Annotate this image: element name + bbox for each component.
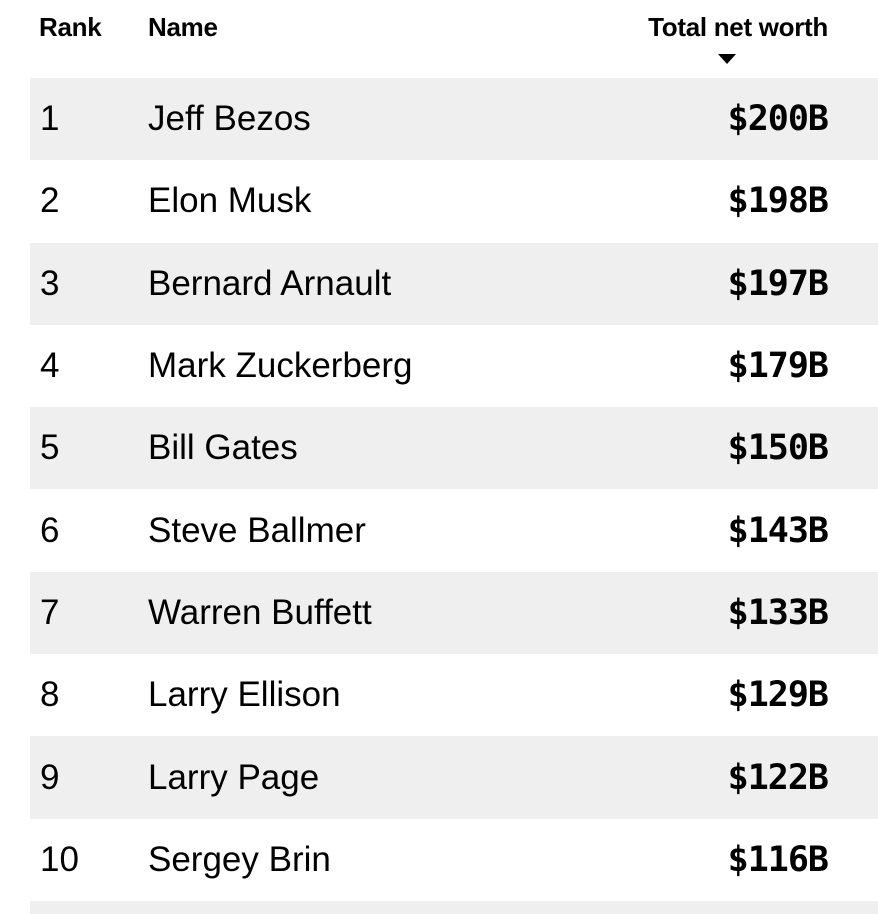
name-cell: Bernard Arnault bbox=[148, 263, 392, 303]
table-row: 9 Larry Page $122B bbox=[30, 736, 878, 819]
rank-cell: 4 bbox=[40, 346, 60, 386]
rank-cell: 5 bbox=[40, 428, 60, 468]
rank-cell: 10 bbox=[40, 839, 79, 879]
caret-down-icon[interactable] bbox=[718, 54, 736, 64]
net-worth-cell: $150B bbox=[727, 428, 829, 469]
table-row: 7 Warren Buffett $133B bbox=[30, 571, 878, 655]
net-worth-cell: $133B bbox=[727, 592, 829, 633]
table-row: 4 Mark Zuckerberg $179B bbox=[30, 324, 878, 408]
table-header: Rank Name Total net worth bbox=[0, 0, 878, 78]
net-worth-cell: $198B bbox=[727, 181, 829, 222]
table-row: 3 Bernard Arnault $197B bbox=[30, 242, 878, 325]
rank-cell: 3 bbox=[40, 263, 60, 303]
table-row: 10 Sergey Brin $116B bbox=[30, 818, 878, 901]
net-worth-cell: $197B bbox=[727, 263, 829, 304]
net-worth-cell: $129B bbox=[727, 675, 829, 716]
net-worth-cell: $179B bbox=[727, 346, 829, 387]
name-cell: Elon Musk bbox=[148, 181, 312, 221]
net-worth-column-header[interactable]: Total net worth bbox=[648, 12, 828, 42]
name-column-header[interactable]: Name bbox=[148, 12, 218, 42]
net-worth-cell: $200B bbox=[727, 99, 829, 140]
rank-cell: 9 bbox=[40, 757, 60, 797]
rank-cell: 8 bbox=[40, 675, 60, 715]
table-row: 1 Jeff Bezos $200B bbox=[30, 78, 878, 161]
table-row: 6 Steve Ballmer $143B bbox=[30, 489, 878, 572]
name-cell: Larry Ellison bbox=[148, 675, 341, 715]
net-worth-cell: $143B bbox=[727, 510, 829, 551]
rank-column-header[interactable]: Rank bbox=[39, 12, 102, 42]
rank-cell: 7 bbox=[40, 592, 60, 632]
table-row: 5 Bill Gates $150B bbox=[30, 407, 878, 490]
name-cell: Mark Zuckerberg bbox=[148, 346, 413, 386]
table-row: 8 Larry Ellison $129B bbox=[30, 654, 878, 737]
name-cell: Sergey Brin bbox=[148, 839, 331, 879]
name-cell: Larry Page bbox=[148, 757, 320, 797]
rank-cell: 2 bbox=[40, 181, 60, 221]
name-cell: Steve Ballmer bbox=[148, 510, 366, 550]
billionaires-table: 1 Jeff Bezos $200B 2 Elon Musk $198B 3 B… bbox=[30, 78, 878, 901]
rank-cell: 6 bbox=[40, 510, 60, 550]
name-cell: Bill Gates bbox=[148, 428, 298, 468]
net-worth-cell: $116B bbox=[727, 839, 829, 880]
name-cell: Warren Buffett bbox=[148, 592, 372, 632]
table-row: 2 Elon Musk $198B bbox=[30, 160, 878, 243]
rank-cell: 1 bbox=[40, 99, 60, 139]
next-row-stripe bbox=[30, 901, 878, 914]
net-worth-cell: $122B bbox=[727, 757, 829, 798]
name-cell: Jeff Bezos bbox=[148, 99, 311, 139]
